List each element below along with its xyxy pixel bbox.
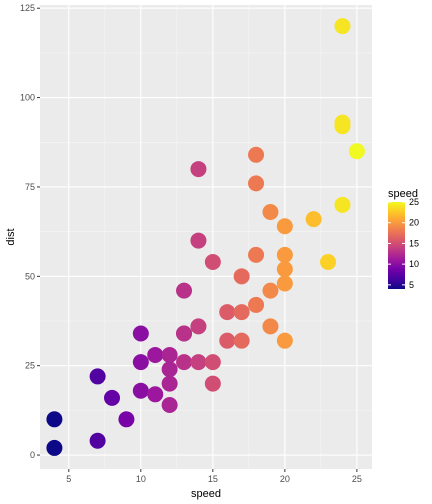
data-point: [132, 354, 149, 371]
data-point: [248, 146, 265, 163]
major-gridlines: [40, 5, 372, 469]
data-point: [161, 346, 178, 363]
data-point: [46, 439, 63, 456]
data-point: [147, 386, 164, 403]
legend-colorbar: [388, 202, 405, 289]
data-point: [248, 296, 265, 313]
data-point: [219, 304, 236, 321]
y-tick-label: 125: [20, 3, 35, 13]
color-legend: speed 5 10 15 20 25: [388, 188, 419, 290]
y-axis-title: dist: [5, 228, 17, 245]
data-point: [233, 268, 250, 285]
legend-ticks: 5 10 15 20 25: [388, 197, 419, 290]
data-point: [348, 143, 365, 160]
legend-title: speed: [388, 188, 418, 200]
data-point: [248, 246, 265, 263]
legend-tick-label: 5: [409, 280, 414, 290]
data-point: [276, 218, 293, 235]
data-point: [190, 161, 207, 178]
data-point: [176, 354, 193, 371]
y-tick-label: 25: [25, 361, 35, 371]
data-point: [104, 389, 121, 406]
data-point: [204, 354, 221, 371]
data-point: [334, 196, 351, 213]
data-point: [190, 354, 207, 371]
x-axis-title: speed: [191, 488, 221, 500]
data-point: [190, 318, 207, 335]
data-point: [204, 375, 221, 392]
data-point: [276, 261, 293, 278]
data-point: [233, 332, 250, 349]
data-point: [334, 18, 351, 35]
data-point: [161, 361, 178, 378]
data-point: [46, 411, 63, 428]
x-tick-label: 5: [66, 474, 71, 484]
data-point: [89, 432, 106, 449]
data-point: [176, 282, 193, 299]
x-tick-label: 20: [280, 474, 290, 484]
data-point: [176, 325, 193, 342]
data-point: [132, 382, 149, 399]
legend-tick-label: 20: [409, 218, 419, 228]
data-point: [320, 254, 337, 271]
data-point: [190, 232, 207, 249]
data-point: [276, 332, 293, 349]
data-point: [276, 275, 293, 292]
minor-gridlines: [40, 5, 372, 469]
y-tick-label: 100: [20, 93, 35, 103]
data-point: [233, 304, 250, 321]
data-point: [219, 332, 236, 349]
data-point: [248, 175, 265, 192]
legend-tick-label: 15: [409, 238, 419, 248]
plot-panel: [40, 5, 372, 469]
x-axis-ticks: 5 10 15 20 25: [66, 469, 362, 484]
data-point: [147, 346, 164, 363]
data-point: [118, 411, 135, 428]
data-point: [161, 375, 178, 392]
data-points: [46, 18, 365, 456]
data-point: [204, 254, 221, 271]
x-tick-label: 15: [208, 474, 218, 484]
y-axis-ticks: 0 25 50 75 100 125: [20, 3, 40, 460]
y-tick-label: 75: [25, 182, 35, 192]
data-point: [276, 246, 293, 263]
legend-tick-label: 25: [409, 197, 419, 207]
y-tick-label: 0: [30, 450, 35, 460]
y-tick-label: 50: [25, 271, 35, 281]
data-point: [89, 368, 106, 385]
data-point: [262, 282, 279, 299]
data-point: [132, 325, 149, 342]
data-point: [334, 114, 351, 131]
data-point: [305, 211, 322, 228]
data-point: [161, 397, 178, 414]
x-tick-label: 10: [136, 474, 146, 484]
legend-tick-label: 10: [409, 259, 419, 269]
data-point: [262, 318, 279, 335]
x-tick-label: 25: [352, 474, 362, 484]
data-point: [262, 203, 279, 220]
